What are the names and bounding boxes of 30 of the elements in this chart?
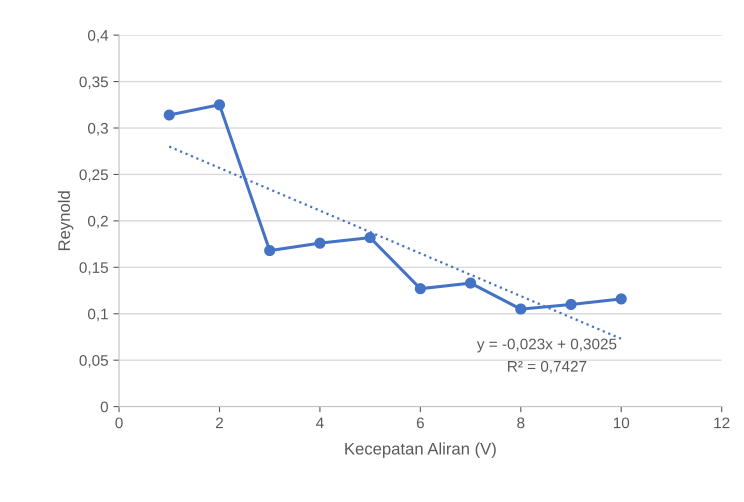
point — [565, 298, 577, 310]
point — [364, 232, 376, 244]
point — [164, 109, 175, 121]
annotation: y = -0,023x + 0,3025 — [476, 338, 616, 352]
y-tick-label: 0,4 — [88, 30, 108, 43]
y-axis-title: Reynold — [58, 191, 74, 250]
x-tick-label: 6 — [416, 417, 424, 428]
x-tick-label: 0 — [115, 417, 123, 428]
y-tick-label: 0 — [100, 401, 108, 412]
x-tick-label: 2 — [216, 417, 223, 428]
y-tick-label: 0,25 — [79, 169, 108, 182]
x-tick-label: 8 — [517, 417, 524, 428]
x-tick-label: 10 — [614, 417, 630, 428]
point — [414, 283, 426, 294]
y-tick-label: 0,1 — [88, 308, 108, 322]
point — [214, 99, 226, 110]
point — [465, 278, 476, 289]
point — [314, 238, 326, 249]
y-tick-label: 0,35 — [79, 76, 108, 90]
point — [515, 304, 526, 315]
y-tick-label: 0,15 — [79, 262, 108, 275]
y-tick-label: 0,05 — [79, 355, 108, 368]
point — [616, 293, 627, 304]
x-tick-label: 12 — [714, 417, 730, 428]
y-tick-label: 0,3 — [88, 122, 108, 136]
annotation: R² = 0,7427 — [508, 360, 586, 374]
y-tick-label: 0,2 — [88, 216, 108, 228]
x-tick-label: 4 — [316, 418, 324, 428]
x-axis-title: Kecepatan Aliran (V) — [345, 442, 496, 458]
point — [264, 245, 276, 256]
